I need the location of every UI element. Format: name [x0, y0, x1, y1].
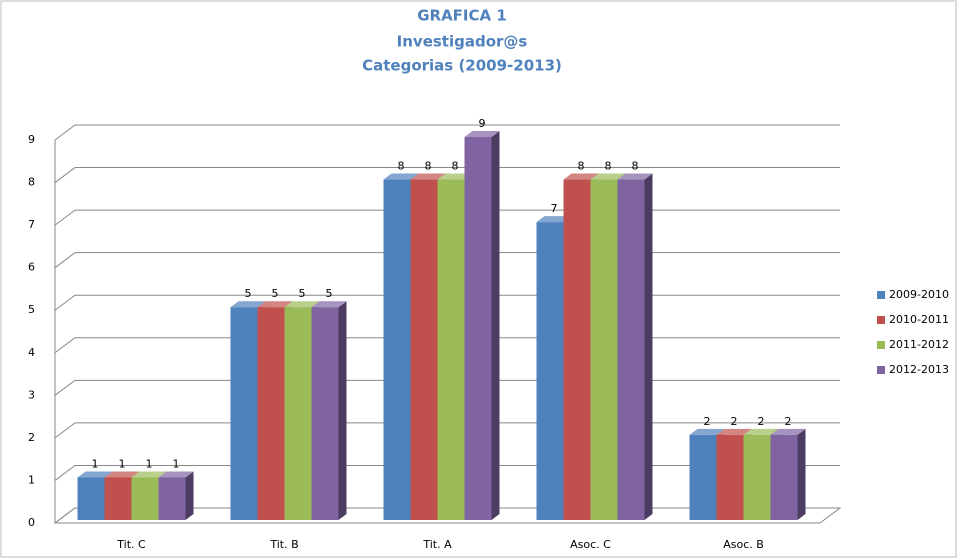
bar-top [131, 471, 167, 478]
bar-top [617, 173, 653, 180]
grid-line [54, 124, 840, 141]
bar [104, 477, 132, 520]
value-label: 2 [704, 415, 711, 428]
bar-top [410, 173, 446, 180]
value-label: 8 [452, 160, 459, 173]
bar-top [743, 428, 779, 435]
bar-top [284, 301, 320, 308]
bar-side [797, 428, 806, 520]
legend-label: 2010-2011 [889, 313, 949, 326]
bar-top [716, 428, 752, 435]
value-label: 8 [632, 160, 639, 173]
x-tick-label: Tit. B [269, 538, 298, 551]
value-label: 5 [272, 287, 279, 300]
bar-side [491, 131, 500, 520]
bar [743, 434, 771, 520]
value-label: 5 [245, 287, 252, 300]
bar-top [311, 301, 347, 308]
bar-top [77, 471, 113, 478]
x-tick-label: Asoc. B [723, 538, 764, 551]
bar [464, 137, 492, 520]
x-tick-label: Tit. C [116, 538, 146, 551]
value-label: 7 [551, 202, 558, 215]
bar-top [257, 301, 293, 308]
legend-swatch [877, 341, 885, 349]
y-tick-label: 6 [28, 261, 35, 274]
y-tick-label: 8 [28, 176, 35, 189]
value-label: 1 [92, 457, 99, 470]
bar [383, 179, 411, 521]
y-tick-label: 2 [28, 431, 35, 444]
legend-label: 2012-2013 [889, 363, 949, 376]
bar [311, 307, 339, 520]
y-tick-label: 4 [28, 346, 35, 359]
bar-top [158, 471, 194, 478]
legend-swatch [877, 291, 885, 299]
value-label: 8 [605, 160, 612, 173]
bar-top [464, 131, 500, 137]
bar [131, 477, 159, 520]
bar-side [338, 301, 347, 520]
chart-title: GRAFICA 1 [417, 7, 507, 25]
bar [410, 179, 438, 521]
y-tick-label: 0 [28, 516, 35, 529]
value-label: 5 [326, 287, 333, 300]
bar [617, 179, 645, 521]
bar-top [590, 173, 626, 180]
bar [77, 477, 105, 520]
legend-label: 2009-2010 [889, 288, 949, 301]
bar [437, 179, 465, 521]
bar-top [770, 428, 806, 435]
bar-top [104, 471, 140, 478]
bar [563, 179, 591, 521]
y-tick-label: 9 [28, 133, 35, 146]
y-tick-label: 3 [28, 388, 35, 401]
y-tick-label: 7 [28, 218, 35, 231]
chart-subtitle: Investigador@s [397, 33, 528, 51]
bar [716, 434, 744, 520]
bar [536, 222, 564, 520]
bar [284, 307, 312, 520]
value-label: 9 [479, 117, 486, 130]
y-tick-label: 1 [28, 473, 35, 486]
legend-swatch [877, 366, 885, 374]
bar-top [437, 173, 473, 180]
value-label: 2 [758, 415, 765, 428]
x-tick-label: Tit. A [422, 538, 452, 551]
legend-label: 2011-2012 [889, 338, 949, 351]
bar-top [689, 428, 725, 435]
value-label: 1 [146, 457, 153, 470]
bar [158, 477, 186, 520]
grid-line [54, 167, 840, 183]
bar-top [536, 216, 572, 223]
y-tick-label: 5 [28, 303, 35, 316]
bar [590, 179, 618, 521]
value-label: 8 [578, 160, 585, 173]
bar-top [383, 173, 419, 180]
value-label: 8 [425, 160, 432, 173]
value-label: 8 [398, 160, 405, 173]
value-label: 5 [299, 287, 306, 300]
x-tick-label: Asoc. C [570, 538, 611, 551]
value-label: 2 [785, 415, 792, 428]
value-label: 2 [731, 415, 738, 428]
bar-side [644, 173, 653, 521]
bar-top [230, 301, 266, 308]
value-label: 1 [119, 457, 126, 470]
value-label: 1 [173, 457, 180, 470]
legend-swatch [877, 316, 885, 324]
bar-top [563, 173, 599, 180]
bar-side [185, 471, 194, 520]
bar [689, 434, 717, 520]
bar [770, 434, 798, 520]
bar [230, 307, 258, 520]
bar [257, 307, 285, 520]
chart-subtitle: Categorias (2009-2013) [362, 57, 562, 75]
